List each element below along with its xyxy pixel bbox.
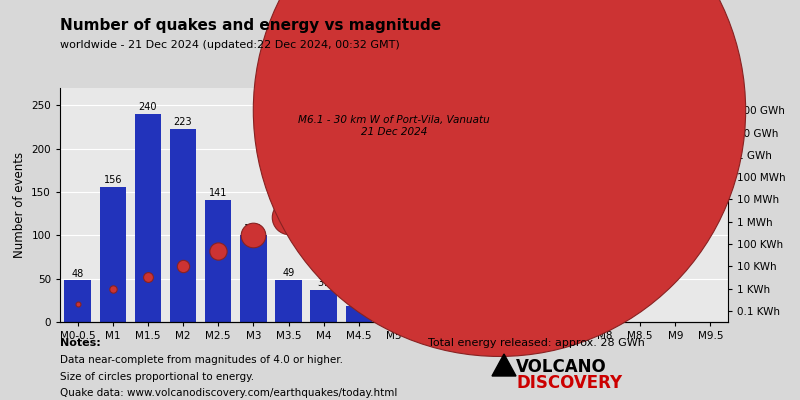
Text: DISCOVERY: DISCOVERY xyxy=(516,374,622,392)
Text: 100: 100 xyxy=(244,224,262,234)
Text: VOLCANO: VOLCANO xyxy=(516,358,606,376)
Point xyxy=(106,285,119,292)
Point xyxy=(282,214,295,220)
Text: 49: 49 xyxy=(282,268,294,278)
Bar xyxy=(205,200,231,322)
Text: Number of quakes and energy vs magnitude: Number of quakes and energy vs magnitude xyxy=(60,18,441,33)
Point xyxy=(493,107,506,114)
Text: 223: 223 xyxy=(174,117,192,127)
Bar xyxy=(275,280,302,322)
Point xyxy=(458,156,470,162)
Point xyxy=(318,196,330,203)
Text: 48: 48 xyxy=(71,269,84,279)
Text: 141: 141 xyxy=(209,188,227,198)
Y-axis label: Number of events: Number of events xyxy=(13,152,26,258)
Text: 10: 10 xyxy=(388,302,400,312)
Text: 18: 18 xyxy=(353,295,365,305)
Point xyxy=(247,232,260,238)
Text: Size of circles proportional to energy.: Size of circles proportional to energy. xyxy=(60,372,254,382)
Point xyxy=(212,248,225,254)
Point xyxy=(177,263,190,270)
Point xyxy=(142,274,154,281)
Bar xyxy=(240,235,266,322)
Point xyxy=(422,147,435,154)
Bar xyxy=(99,187,126,322)
Bar xyxy=(486,321,513,322)
Bar xyxy=(381,313,407,322)
Bar xyxy=(64,280,90,322)
Text: worldwide - 21 Dec 2024 (updated:22 Dec 2024, 00:32 GMT): worldwide - 21 Dec 2024 (updated:22 Dec … xyxy=(60,40,400,50)
Bar xyxy=(170,129,196,322)
Text: Quake data: www.volcanodiscovery.com/earthquakes/today.html: Quake data: www.volcanodiscovery.com/ear… xyxy=(60,388,398,398)
Point xyxy=(387,160,400,167)
Text: M6.1 - 30 km W of Port-Vila, Vanuatu
21 Dec 2024: M6.1 - 30 km W of Port-Vila, Vanuatu 21 … xyxy=(298,115,490,137)
Text: 37: 37 xyxy=(318,278,330,288)
Text: 1: 1 xyxy=(426,310,432,319)
Text: 156: 156 xyxy=(103,175,122,185)
Text: 240: 240 xyxy=(138,102,157,112)
Text: 1: 1 xyxy=(497,310,502,319)
Point xyxy=(71,301,84,307)
Text: Total energy released: approx. 28 GWh: Total energy released: approx. 28 GWh xyxy=(428,338,645,348)
Bar xyxy=(346,306,372,322)
Bar xyxy=(310,290,337,322)
Text: Data near-complete from magnitudes of 4.0 or higher.: Data near-complete from magnitudes of 4.… xyxy=(60,355,343,365)
Bar xyxy=(134,114,161,322)
Bar xyxy=(416,321,442,322)
Point xyxy=(353,178,366,185)
Text: Notes:: Notes: xyxy=(60,338,101,348)
